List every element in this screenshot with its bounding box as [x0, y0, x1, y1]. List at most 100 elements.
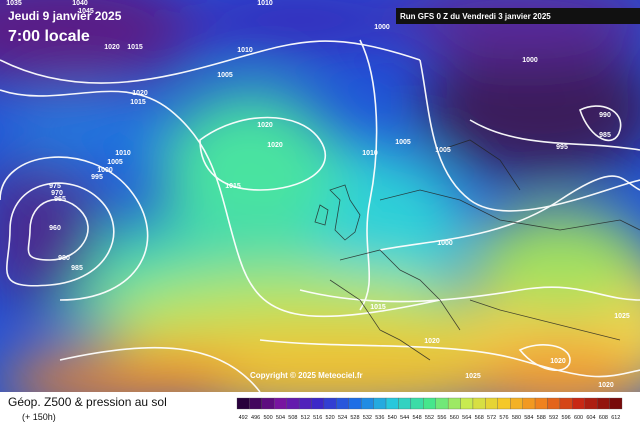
- scale-label: 524: [338, 415, 347, 421]
- scale-swatch: [336, 397, 349, 410]
- scale-swatch: [311, 397, 325, 410]
- footer-lead: (+ 150h): [22, 412, 56, 422]
- scale-label: 544: [400, 415, 409, 421]
- scale-swatch: [485, 397, 498, 410]
- scale-label: 608: [599, 415, 608, 421]
- isobar-label: 1025: [465, 373, 481, 380]
- isobar-label: 1020: [104, 44, 120, 51]
- scale-label: 576: [499, 415, 508, 421]
- scale-label: 504: [276, 415, 285, 421]
- scale-label: 580: [512, 415, 521, 421]
- isobar-label: 1005: [107, 159, 123, 166]
- scale-swatch: [348, 397, 362, 410]
- scale-swatch: [572, 397, 585, 410]
- scale-label: 492: [239, 415, 248, 421]
- scale-swatch: [410, 397, 424, 410]
- footer-title: Géop. Z500 & pression au sol: [8, 395, 167, 409]
- scale-label: 612: [611, 415, 620, 421]
- scale-swatch: [236, 397, 250, 410]
- run-info: Run GFS 0 Z du Vendredi 3 janvier 2025: [400, 12, 551, 21]
- scale-swatch: [435, 397, 449, 410]
- scale-label: 592: [549, 415, 558, 421]
- isobar-label: 1005: [217, 72, 233, 79]
- isobar-label: 995: [556, 144, 568, 151]
- scale-label: 556: [437, 415, 446, 421]
- field: [0, 0, 640, 392]
- isobar-label: 995: [91, 174, 103, 181]
- isobar-label: 1005: [435, 147, 451, 154]
- scale-label: 596: [562, 415, 571, 421]
- scale-swatch: [497, 397, 511, 410]
- scale-swatch: [286, 397, 300, 410]
- isobar-label: 1000: [374, 24, 390, 31]
- scale-label: 496: [251, 415, 260, 421]
- scale-swatch: [373, 397, 387, 410]
- isobar-label: 1020: [257, 122, 273, 129]
- scale-label: 600: [574, 415, 583, 421]
- scale-swatch: [609, 397, 623, 410]
- scale-label: 560: [450, 415, 459, 421]
- scale-label: 508: [288, 415, 297, 421]
- isobar-label: 1015: [127, 44, 143, 51]
- isobar-label: 985: [599, 132, 611, 139]
- scale-label: 604: [586, 415, 595, 421]
- run-box: [396, 8, 640, 24]
- isobar-label: 1020: [424, 338, 440, 345]
- scale-label: 512: [301, 415, 310, 421]
- isobar-label: 975: [49, 183, 61, 190]
- isobar-label: 1020: [598, 382, 614, 389]
- isobar-label: 1040: [72, 0, 88, 7]
- scale-label: 540: [388, 415, 397, 421]
- isobar-label: 1015: [225, 183, 241, 190]
- scale-label: 532: [363, 415, 372, 421]
- scale-swatch: [559, 397, 573, 410]
- isobar-label: 965: [54, 196, 66, 203]
- isobar-label: 1000: [97, 167, 113, 174]
- scale-swatch: [460, 397, 474, 410]
- isobar-label: 1025: [614, 313, 630, 320]
- isobar-label: 1015: [370, 304, 386, 311]
- copyright: Copyright © 2025 Meteociel.fr: [250, 371, 363, 380]
- scale-swatch: [398, 397, 412, 410]
- scale-label: 588: [537, 415, 546, 421]
- isobar-label: 980: [58, 255, 70, 262]
- isobar-label: 970: [51, 190, 63, 197]
- isobar-label: 1020: [267, 142, 283, 149]
- isobar-label: 1020: [132, 90, 148, 97]
- isobar-label: 1010: [237, 47, 253, 54]
- scale-label: 584: [524, 415, 533, 421]
- isobar-label: 1045: [78, 8, 94, 15]
- scale-swatch: [361, 397, 374, 410]
- scale-swatch: [534, 397, 548, 410]
- scale-label: 552: [425, 415, 434, 421]
- isobar-label: 985: [71, 265, 83, 272]
- isobar-label: 1010: [115, 150, 131, 157]
- scale-swatch: [472, 397, 486, 410]
- isobar-label: 1000: [522, 57, 538, 64]
- isobar-label: 960: [49, 225, 61, 232]
- scale-swatch: [423, 397, 436, 410]
- scale-swatch: [323, 397, 337, 410]
- scale-swatch: [249, 397, 262, 410]
- isobar-label: 1015: [130, 99, 146, 106]
- scale-swatch: [385, 397, 399, 410]
- scale-swatch: [274, 397, 287, 410]
- scale-label: 520: [326, 415, 335, 421]
- scale-label: 548: [412, 415, 421, 421]
- scale-swatch: [447, 397, 461, 410]
- scale-swatch: [547, 397, 561, 410]
- isobar-label: 1010: [257, 0, 273, 7]
- time: 7:00 locale: [8, 28, 90, 45]
- isobar-label: 1010: [362, 150, 378, 157]
- scale-swatch: [261, 397, 275, 410]
- isobar-label: 1005: [395, 139, 411, 146]
- scale-label: 568: [475, 415, 484, 421]
- scale-label: 500: [263, 415, 272, 421]
- scale-swatch: [597, 397, 610, 410]
- color-scale: 492 496 500 504 508 512 516 520 524 528 532 536 540 5…: [236, 397, 623, 421]
- scale-swatch: [298, 397, 312, 410]
- scale-swatch: [584, 397, 598, 410]
